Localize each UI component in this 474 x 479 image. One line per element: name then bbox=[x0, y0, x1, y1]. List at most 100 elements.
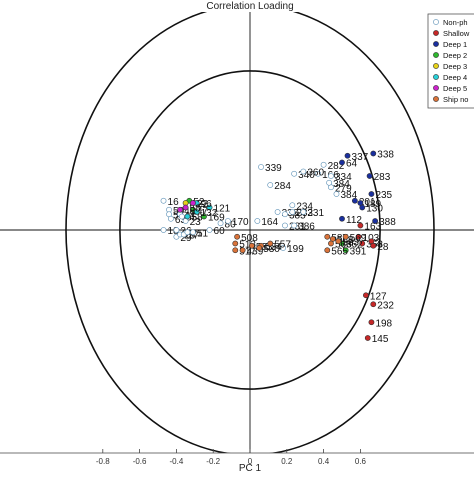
data-point-label: 232 bbox=[377, 300, 394, 311]
data-point-label: 27 bbox=[188, 231, 200, 242]
data-point bbox=[232, 247, 239, 254]
data-point-label: 568 bbox=[337, 235, 354, 246]
data-point bbox=[254, 218, 261, 224]
legend-box bbox=[427, 13, 474, 109]
data-point bbox=[368, 191, 375, 197]
legend-label: Deep 5 bbox=[443, 84, 467, 93]
data-point bbox=[248, 242, 255, 249]
data-point bbox=[368, 319, 375, 326]
data-point bbox=[206, 204, 213, 211]
data-point bbox=[328, 173, 334, 179]
data-point bbox=[173, 227, 180, 233]
data-point bbox=[282, 211, 288, 218]
data-point bbox=[359, 204, 366, 211]
data-point-label: 199 bbox=[287, 244, 304, 255]
data-point-label: 55 bbox=[186, 213, 198, 224]
plot-area: 1650576318262944552527215160238017016423… bbox=[0, 12, 474, 453]
data-point-label: 334 bbox=[335, 172, 352, 183]
legend-label: Deep 3 bbox=[443, 62, 467, 71]
data-point bbox=[370, 150, 377, 157]
data-point-label: 16 bbox=[168, 197, 180, 208]
data-point bbox=[182, 204, 189, 211]
x-tick-label: -0.6 bbox=[133, 457, 147, 466]
legend: Non-ph Shallow Deep 1 Deep 2 Deep 3 Deep 4 Dee… bbox=[427, 13, 474, 109]
data-point-label: 58 bbox=[190, 204, 202, 215]
data-point bbox=[206, 227, 213, 233]
data-point bbox=[324, 233, 331, 240]
data-point-label: 557 bbox=[274, 240, 291, 251]
data-point-label: 565 bbox=[331, 246, 348, 257]
data-point bbox=[217, 220, 224, 227]
data-point bbox=[201, 213, 207, 220]
data-point bbox=[355, 233, 362, 240]
data-point-label: 170 bbox=[232, 217, 249, 228]
data-point-label: 64 bbox=[346, 159, 358, 170]
data-point-label: 283 bbox=[374, 172, 391, 183]
data-point-label: 130 bbox=[366, 204, 383, 215]
data-point bbox=[190, 229, 196, 236]
x-tick-label: 0.4 bbox=[318, 457, 330, 466]
data-point bbox=[289, 202, 296, 209]
data-point bbox=[372, 218, 379, 224]
data-point-label: 121 bbox=[214, 204, 231, 215]
legend-marker bbox=[433, 19, 439, 25]
legend-marker bbox=[433, 30, 439, 36]
data-point-label: 517 bbox=[239, 246, 256, 257]
data-point-label: 583 bbox=[342, 237, 359, 248]
legend-marker bbox=[433, 85, 439, 91]
data-point bbox=[160, 197, 167, 204]
data-point-label: 48 bbox=[184, 206, 196, 217]
data-point-label: 28 bbox=[377, 242, 389, 253]
data-point-label: 22 bbox=[197, 199, 209, 210]
data-point-label: 235 bbox=[375, 190, 392, 201]
data-point bbox=[324, 247, 331, 254]
data-point-label: 80 bbox=[225, 219, 237, 230]
data-point-label: 391 bbox=[350, 246, 367, 257]
data-point-label: 47 bbox=[197, 206, 209, 217]
data-point bbox=[326, 179, 333, 186]
data-point-label: 96 bbox=[201, 199, 213, 210]
data-point bbox=[363, 292, 369, 299]
data-point-label: 569 bbox=[350, 233, 367, 244]
data-point-label: 132 bbox=[201, 208, 218, 219]
x-tick-label: 0.2 bbox=[281, 457, 293, 466]
legend-marker bbox=[433, 41, 439, 47]
data-point-label: 338 bbox=[377, 150, 394, 161]
data-point bbox=[225, 218, 231, 224]
data-point-label: 58 bbox=[191, 213, 203, 224]
data-point bbox=[357, 222, 364, 229]
data-point bbox=[328, 240, 334, 247]
data-point-label: 63 bbox=[175, 215, 187, 226]
data-point-label: 127 bbox=[370, 291, 387, 302]
data-point-label: 566 bbox=[335, 240, 352, 251]
x-tick-label: 0.6 bbox=[355, 457, 367, 466]
data-point bbox=[315, 170, 321, 177]
data-point bbox=[184, 213, 191, 220]
x-tick-label: -0.8 bbox=[96, 457, 110, 466]
legend-marker bbox=[433, 96, 439, 102]
data-point bbox=[291, 170, 298, 177]
data-point-label: 112 bbox=[346, 215, 362, 226]
data-point-label: 145 bbox=[372, 334, 389, 345]
data-point-label: 340 bbox=[298, 170, 315, 181]
data-point-label: 234 bbox=[296, 201, 313, 212]
data-point-label: 385 bbox=[289, 210, 306, 221]
x-tick-label: -0.2 bbox=[206, 457, 220, 466]
data-point bbox=[232, 240, 239, 247]
data-point bbox=[267, 182, 274, 188]
data-point bbox=[370, 301, 377, 308]
data-point bbox=[300, 168, 307, 175]
data-point-label: 198 bbox=[375, 318, 392, 329]
data-point-label: 339 bbox=[265, 163, 282, 174]
legend-label: Ship no bbox=[443, 95, 468, 104]
data-point-label: 284 bbox=[274, 181, 291, 192]
data-point bbox=[167, 215, 174, 222]
data-point-label: 534 bbox=[265, 242, 282, 253]
data-point-label: 360 bbox=[307, 168, 324, 179]
data-point bbox=[160, 227, 167, 233]
legend-marker bbox=[433, 63, 439, 69]
data-point-label: 513 bbox=[239, 240, 256, 251]
data-point-label: 533 bbox=[256, 242, 273, 253]
data-point-label: 201 bbox=[359, 197, 376, 208]
